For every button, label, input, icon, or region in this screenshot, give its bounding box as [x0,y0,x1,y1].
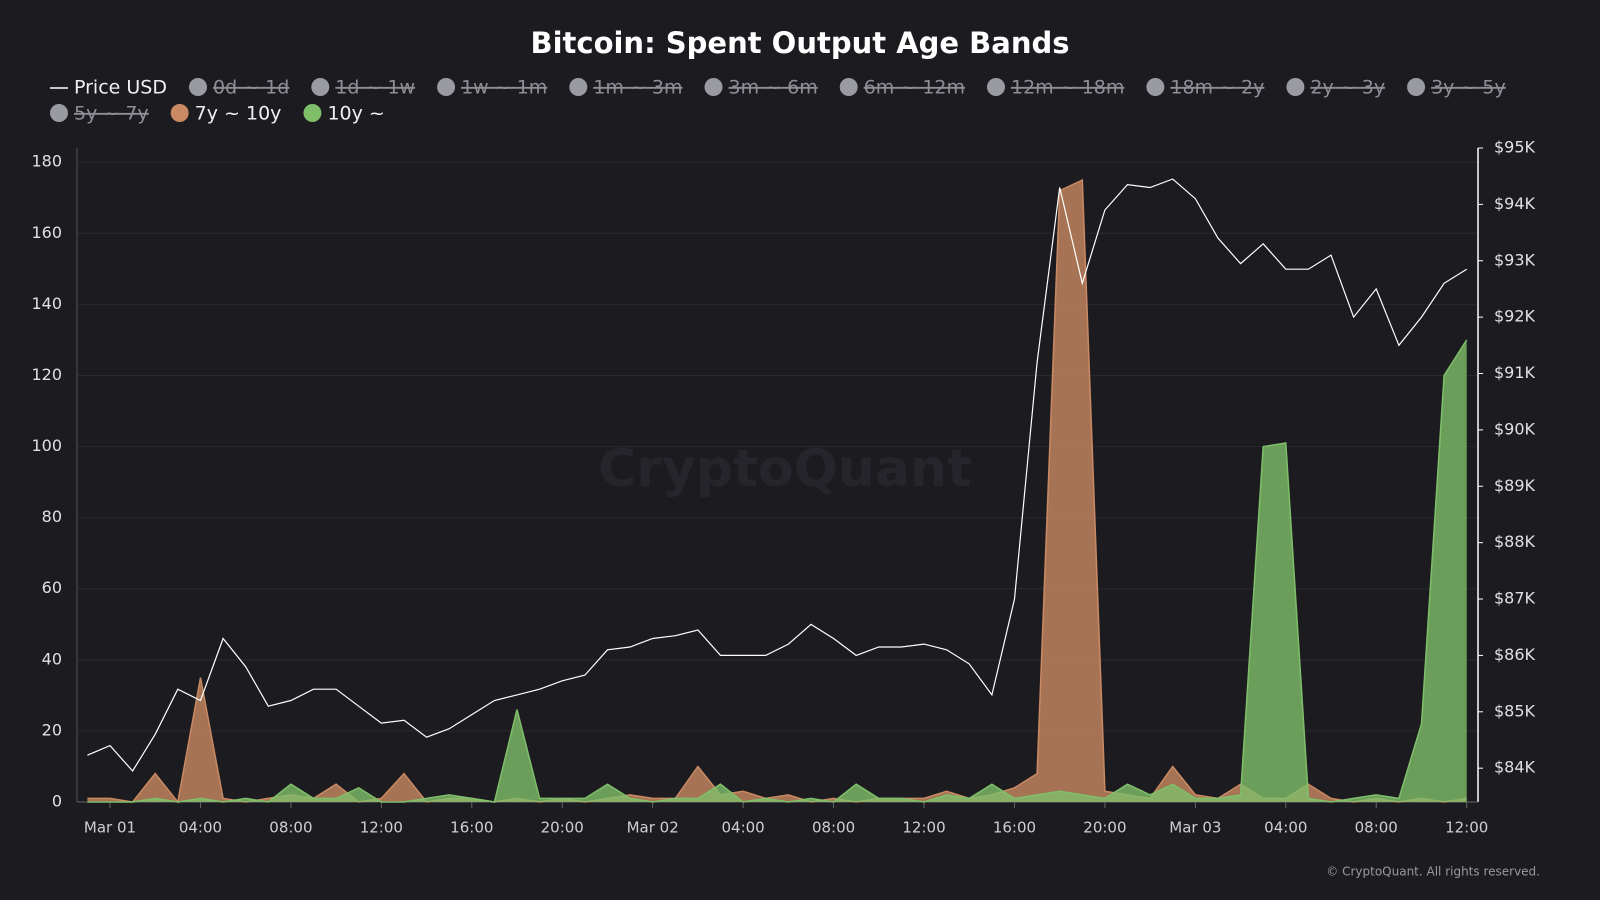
y2-tick-label: $87K [1494,589,1536,608]
legend-swatch [839,78,858,96]
legend-swatch [987,78,1005,96]
price-line [87,178,1468,773]
x-tick-label: 04:00 [179,819,222,837]
legend-item[interactable]: 2y ~ 3y [1286,77,1385,99]
x-tick-label: 12:00 [1445,819,1488,837]
area-fill [87,339,1467,802]
legend-label: 0d ~ 1d [213,77,289,99]
y2-tick-label: $94K [1494,194,1536,213]
legend-item[interactable]: 5y ~ 7y [50,103,149,125]
legend-swatch [311,78,330,96]
y-tick-label: 20 [42,720,62,739]
legend-item[interactable]: 3m ~ 6m [704,77,818,99]
legend-swatch [50,104,68,122]
legend-swatch [1407,78,1426,96]
legend-item[interactable]: 0d ~ 1d [189,77,289,99]
y2-tick-label: $91K [1494,363,1536,382]
legend-item[interactable]: 1m ~ 3m [569,77,683,99]
legend-swatch [1286,78,1305,96]
legend-swatch [704,78,723,96]
y-tick-label: 40 [42,649,62,668]
y2-tick-label: $92K [1494,307,1536,326]
legend-swatch [189,78,207,96]
legend-swatch [170,104,189,122]
x-tick-label: Mar 03 [1169,819,1221,837]
watermark: CryptoQuant [598,439,972,499]
y-tick-label: 0 [52,792,62,811]
y2-tick-label: $84K [1494,758,1536,777]
legend-swatch [437,78,456,96]
legend-label: 3y ~ 5y [1431,77,1506,99]
legend-label: 2y ~ 3y [1310,77,1385,99]
legend-swatch [1146,78,1165,96]
legend-label: 6m ~ 12m [864,77,965,99]
y2-tick-label: $86K [1494,645,1536,664]
legend-item[interactable]: 10y ~ [303,103,385,125]
chart-title: Bitcoin: Spent Output Age Bands [530,26,1069,60]
legend-label: 18m ~ 2y [1170,77,1264,99]
legend-label: 1m ~ 3m [593,77,682,99]
legend-item[interactable]: 3y ~ 5y [1407,77,1506,99]
legend-swatch [569,78,588,96]
x-tick-label: Mar 02 [627,819,679,837]
y-tick-label: 140 [31,294,62,313]
legend-label: 12m ~ 18m [1011,77,1124,99]
legend-swatch [303,104,322,122]
legend-label: 10y ~ [327,103,384,125]
legend-label: 1w ~ 1m [461,77,547,99]
x-tick-label: 16:00 [450,819,493,837]
x-tick-label: 12:00 [902,819,945,837]
x-tick-label: 04:00 [1264,819,1307,837]
legend-label: 5y ~ 7y [74,103,149,125]
copyright: © CryptoQuant. All rights reserved. [1326,865,1540,879]
x-tick-label: 12:00 [360,819,403,837]
legend-item[interactable]: 6m ~ 12m [839,77,965,99]
y2-tick-label: $93K [1494,250,1536,269]
legend-item[interactable]: Price USD [50,77,167,99]
legend-item[interactable]: 7y ~ 10y [170,103,282,125]
y2-tick-label: $89K [1494,476,1536,495]
x-tick-label: 08:00 [812,819,855,837]
x-tick-label: 04:00 [722,819,765,837]
y-tick-label: 180 [31,152,62,171]
legend-item[interactable]: 12m ~ 18m [987,77,1124,99]
legend-label: 7y ~ 10y [195,103,282,125]
legend-label: 1d ~ 1w [335,77,415,99]
y2-tick-label: $90K [1494,419,1536,438]
x-tick-label: 20:00 [541,819,584,837]
x-tick-label: 08:00 [1355,819,1398,837]
y-tick-label: 100 [31,436,62,455]
x-tick-label: 08:00 [269,819,312,837]
y2-tick-label: $88K [1494,532,1536,551]
y-tick-label: 60 [42,578,62,597]
area-line [87,178,1467,804]
legend-label: Price USD [74,77,167,99]
x-tick-label: 16:00 [993,819,1036,837]
area-line [87,339,1468,803]
y2-tick-label: $85K [1494,701,1536,720]
legend-item[interactable]: 18m ~ 2y [1146,77,1264,99]
y-tick-label: 160 [31,223,62,242]
legend-label: 3m ~ 6m [729,77,818,99]
y-tick-label: 120 [31,365,62,384]
legend-item[interactable]: 1d ~ 1w [311,77,415,99]
x-tick-label: 20:00 [1083,819,1126,837]
legend-item[interactable]: 1w ~ 1m [437,77,547,99]
x-tick-label: Mar 01 [84,819,136,837]
y2-tick-label: $95K [1494,138,1536,157]
y-tick-label: 80 [42,507,62,526]
